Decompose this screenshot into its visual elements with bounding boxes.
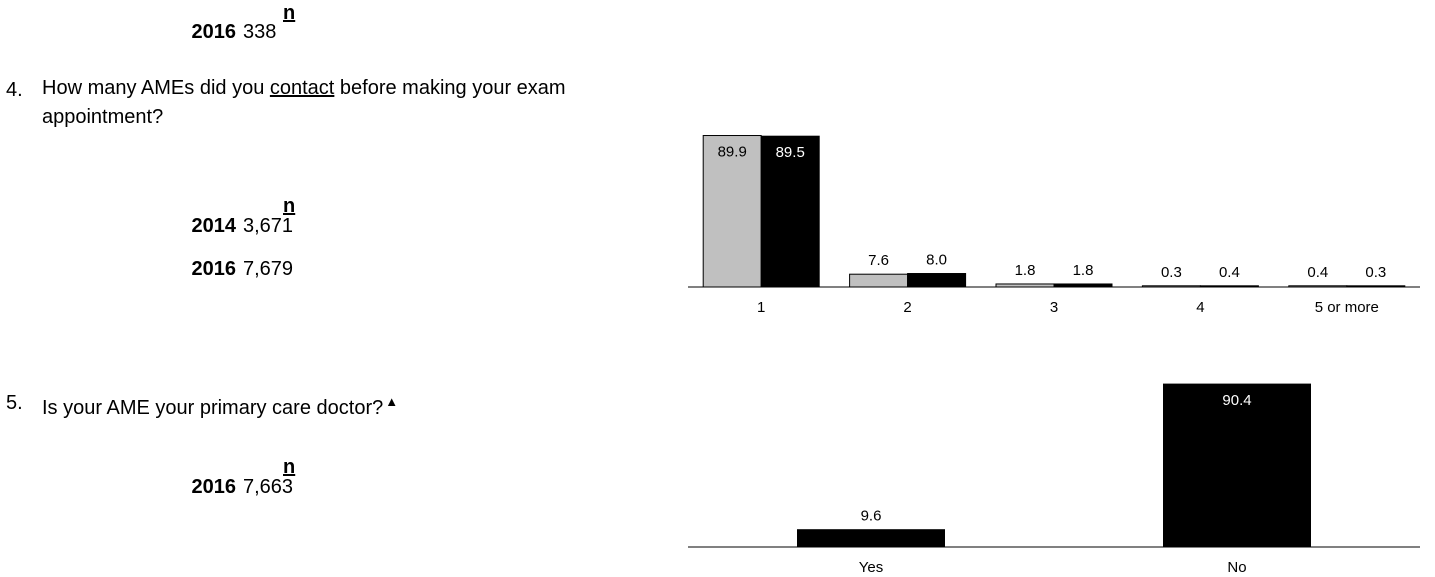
year-label: 2016: [191, 476, 237, 498]
data-label: 0.3: [1161, 264, 1182, 281]
question-number: 4.: [6, 79, 23, 101]
year-label: 2016: [191, 21, 237, 43]
question-4-text-part1: How many AMEs did you: [42, 77, 270, 99]
data-label: 90.4: [1222, 392, 1251, 409]
data-label: 0.3: [1365, 264, 1386, 281]
year-label: 2016: [191, 258, 237, 280]
data-label: 1.8: [1015, 262, 1036, 279]
n-header-top: n: [283, 2, 296, 24]
data-label: 89.9: [718, 144, 747, 161]
year-label: 2014: [191, 215, 237, 237]
contact-count-chart: 89.9 7.6 1.8 0.3 0.4 89.5 8.0 1.8 0.4 0.3 1 2 3 4 5 or…: [688, 135, 1420, 316]
x-tick-label: 2: [903, 299, 911, 316]
x-tick-label: Yes: [859, 559, 883, 575]
data-label: 7.6: [868, 252, 889, 269]
sample-size: 7,679: [243, 258, 294, 280]
question-4-text-underlined: contact: [269, 77, 335, 99]
question-4-text-part2: before making your exam appointment?: [42, 77, 566, 128]
x-tick-label: 4: [1196, 299, 1204, 316]
data-label: 1.8: [1073, 262, 1094, 279]
question-5-text-content: Is your AME your primary care doctor?: [42, 397, 384, 419]
bar: [907, 273, 967, 288]
data-label: 89.5: [776, 144, 805, 161]
bar: [849, 273, 909, 288]
n-header-q5: n: [283, 456, 296, 478]
x-tick-label: 1: [757, 299, 765, 316]
question-number: 5.: [6, 392, 23, 414]
x-tick-label: 5 or more: [1315, 299, 1379, 316]
bar: [797, 529, 945, 548]
sample-size: 338: [243, 21, 277, 43]
primary-care-chart: 9.6 90.4 Yes No: [688, 383, 1420, 575]
data-label: 9.6: [861, 508, 882, 525]
data-label: 0.4: [1219, 264, 1240, 281]
n-header-q4: n: [283, 195, 296, 217]
data-label: 0.4: [1307, 264, 1328, 281]
sample-size: 3,671: [243, 215, 294, 237]
data-label: 8.0: [926, 252, 947, 269]
question-5-text: Is your AME your primary care doctor? ▲: [42, 387, 642, 423]
triangle-marker-icon: ▲: [385, 394, 399, 409]
x-tick-label: No: [1227, 559, 1246, 575]
x-tick-label: 3: [1050, 299, 1058, 316]
sample-size: 7,663: [243, 476, 294, 498]
question-4-text: How many AMEs did you contact before mak…: [42, 74, 642, 132]
